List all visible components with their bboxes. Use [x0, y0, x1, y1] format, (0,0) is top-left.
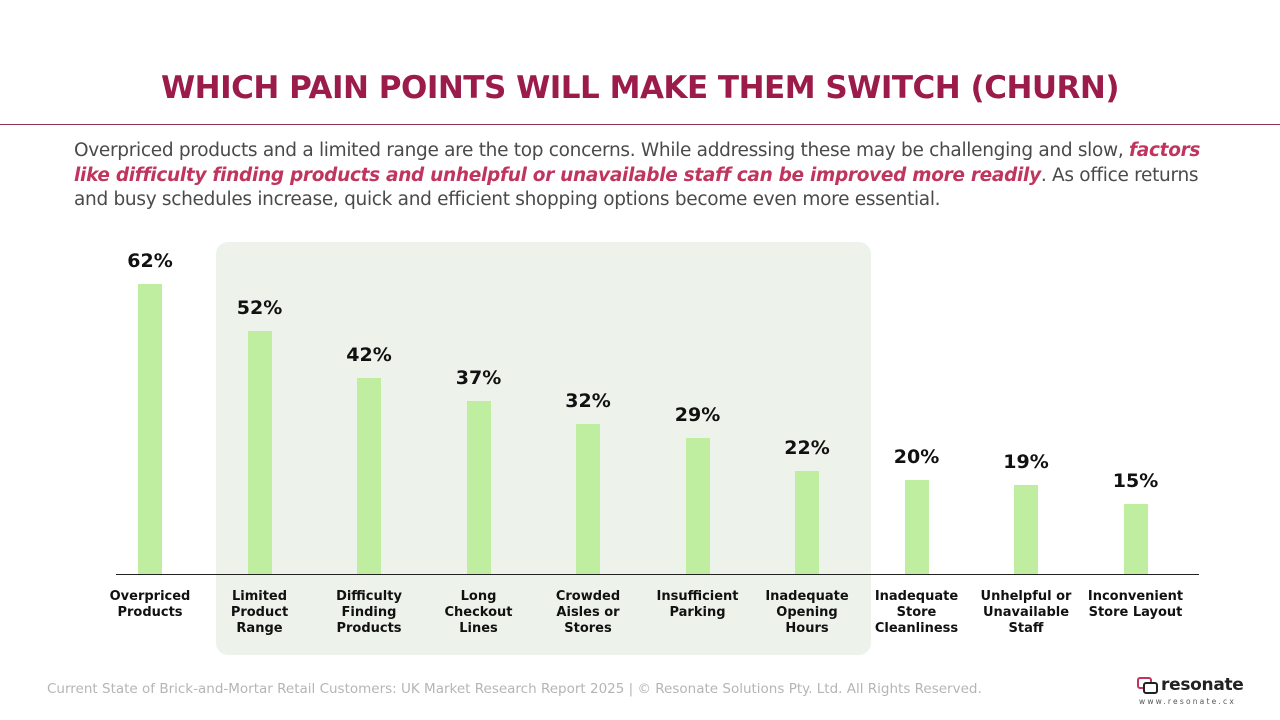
value-label: 29% [674, 404, 721, 427]
value-label: 37% [455, 366, 502, 389]
subtitle-emphasis: factors like difficulty finding products… [74, 140, 1201, 186]
value-label: 32% [565, 390, 611, 413]
x-tick-label: Difficulty Finding Products [336, 589, 402, 636]
bar [904, 480, 929, 574]
x-axis [116, 574, 1199, 575]
highlight-box [216, 242, 871, 655]
bar [1014, 485, 1038, 574]
value-label: 52% [236, 296, 283, 319]
subtitle-text: Overpriced products and a limited range … [74, 140, 1130, 161]
bar [795, 471, 819, 574]
x-tick-label: Insufficient Parking [656, 589, 739, 620]
bar [138, 284, 162, 574]
subtitle-text: . As office returns and busy schedules i… [74, 164, 1199, 211]
bar [357, 377, 381, 574]
bar [576, 424, 600, 574]
value-label: 62% [127, 250, 173, 273]
x-tick-label: Long Checkout Lines [444, 589, 513, 636]
logo-url: www.resonate.cx [1139, 697, 1236, 706]
value-label: 22% [784, 437, 830, 460]
x-tick-label: Inadequate Store Cleanliness [874, 589, 959, 636]
x-tick-label: Overpriced Products [109, 589, 191, 620]
logo-name: resonate [1161, 675, 1244, 695]
value-label: 15% [1112, 469, 1159, 492]
bar [247, 330, 272, 574]
logo-icon [1137, 677, 1158, 694]
value-label: 20% [893, 446, 940, 469]
value-label: 42% [346, 343, 392, 366]
title: WHICH PAIN POINTS WILL MAKE THEM SWITCH … [160, 70, 1120, 106]
value-label: 19% [1003, 451, 1049, 474]
x-tick-label: Unhelpful or Unavailable Staff [980, 589, 1072, 636]
divider [0, 124, 1280, 125]
bar [1123, 503, 1148, 574]
x-tick-label: Limited Product Range [230, 589, 289, 636]
x-tick-label: Inadequate Opening Hours [765, 589, 849, 636]
x-tick-label: Inconvenient Store Layout [1087, 589, 1184, 620]
bar [466, 400, 491, 574]
bar [685, 438, 710, 574]
subtitle: Overpriced products and a limited range … [74, 139, 1234, 213]
x-tick-label: Crowded Aisles or Stores [555, 589, 621, 636]
footer: Current State of Brick-and-Mortar Retail… [47, 681, 982, 697]
